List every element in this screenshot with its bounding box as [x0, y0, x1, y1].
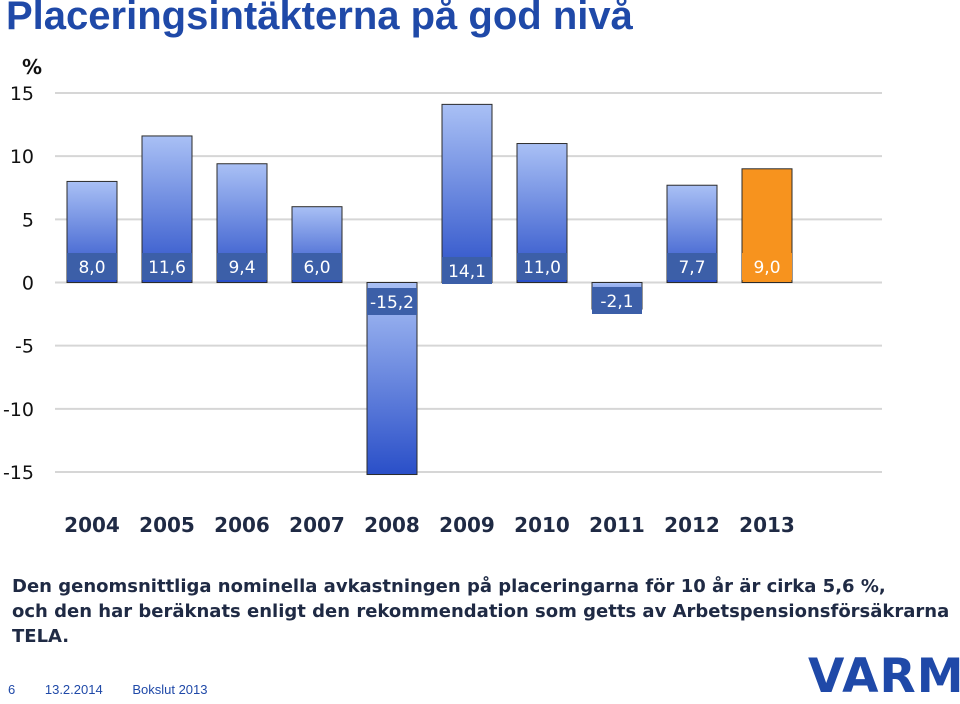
data-label-box: [67, 253, 117, 280]
bar-chart: % 15 10 5 0 -5 -10 -15 8,0 11,6 9,4 6,0 -15,2 14,1 11…: [3, 55, 882, 537]
page-number: 6: [8, 682, 16, 697]
data-label: 6,0: [303, 258, 330, 278]
x-category-label: 2011: [589, 513, 645, 537]
footer-document: Bokslut 2013: [132, 682, 208, 697]
x-category-label: 2010: [514, 513, 570, 537]
data-label: 11,0: [523, 258, 561, 278]
y-tick-label: -5: [15, 336, 34, 358]
data-label-box: [592, 287, 642, 314]
x-category-label: 2013: [739, 513, 795, 537]
y-tick-label: 10: [10, 146, 34, 168]
varma-logo: VARMA: [808, 649, 960, 704]
data-labels: 8,0 11,6 9,4 6,0 -15,2 14,1 11,0 -2,1 7,7 9,0: [67, 253, 792, 315]
data-label: 9,0: [753, 258, 780, 278]
data-label-box: [742, 253, 792, 280]
footnote-text: Den genomsnittliga nominella avkastninge…: [12, 574, 960, 649]
footnote-line-2: och den har beräknats enligt den rekomme…: [12, 601, 950, 647]
data-label: 9,4: [228, 258, 255, 278]
y-tick-label: -15: [3, 462, 34, 484]
data-label: -15,2: [370, 293, 414, 313]
bars: [66, 103, 793, 476]
x-axis: 2004 2005 2006 2007 2008 2009 2010 2011 2012 2013: [64, 513, 795, 537]
data-label: 11,6: [148, 258, 186, 278]
footer-date: 13.2.2014: [44, 682, 103, 697]
data-label-box: [367, 288, 417, 315]
y-tick-label: 5: [22, 209, 34, 231]
x-category-label: 2012: [664, 513, 720, 537]
footnote-line-1: Den genomsnittliga nominella avkastninge…: [12, 576, 886, 597]
y-tick-label: 15: [10, 83, 34, 105]
x-category-label: 2008: [364, 513, 420, 537]
data-label-box: [142, 253, 192, 280]
y-tick-label: -10: [3, 399, 34, 421]
data-label: 14,1: [448, 262, 486, 282]
slide-title: Placeringsintäkterna på god nivå: [6, 0, 633, 38]
data-label: 7,7: [678, 258, 705, 278]
data-label-box: [667, 253, 717, 280]
x-category-label: 2009: [439, 513, 495, 537]
x-category-label: 2005: [139, 513, 195, 537]
x-category-label: 2004: [64, 513, 120, 537]
data-label-box: [292, 253, 342, 280]
data-label-box: [442, 257, 492, 284]
data-label-box: [217, 253, 267, 280]
y-axis-unit-label: %: [22, 55, 42, 79]
x-category-label: 2006: [214, 513, 270, 537]
data-label: -2,1: [600, 292, 633, 312]
bar-2009: [441, 103, 493, 284]
x-category-label: 2007: [289, 513, 345, 537]
y-axis: % 15 10 5 0 -5 -10 -15: [3, 55, 42, 484]
slide-footer: 6 13.2.2014 Bokslut 2013: [8, 682, 208, 697]
y-tick-label: 0: [22, 273, 34, 295]
data-label: 8,0: [78, 258, 105, 278]
data-label-box: [517, 253, 567, 280]
